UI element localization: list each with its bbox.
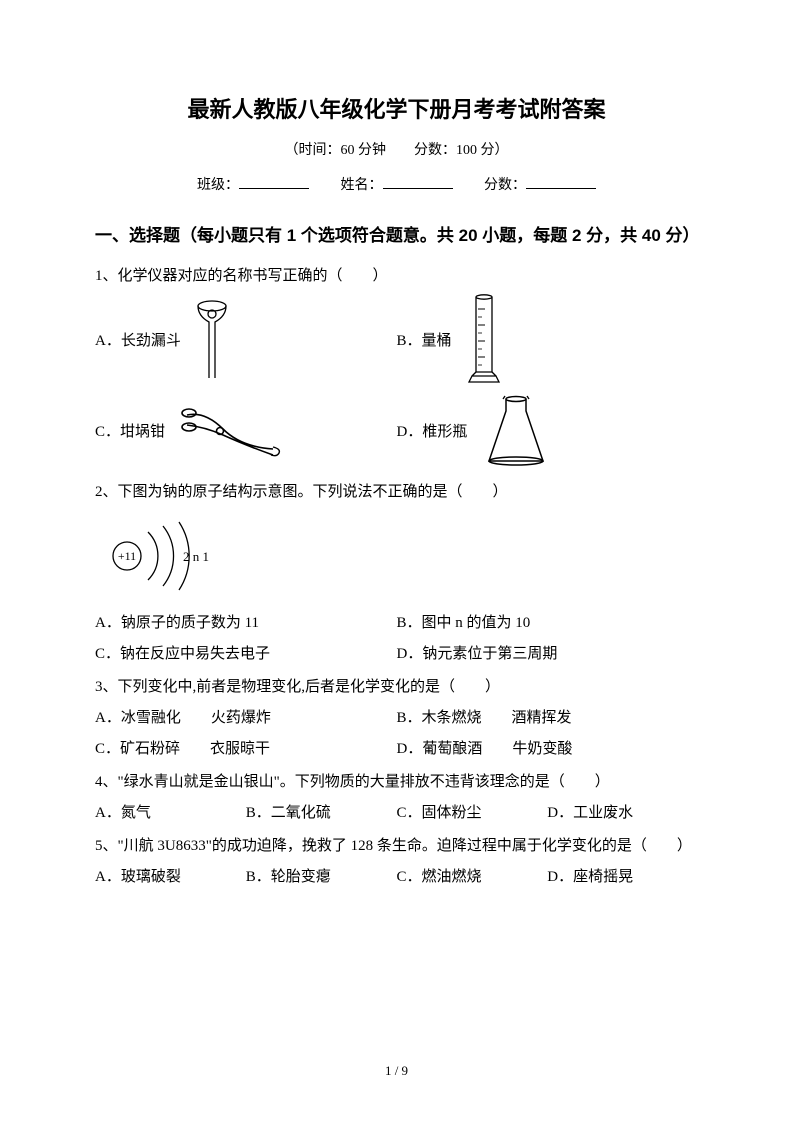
q4-option-b: B．二氧化硫 — [246, 805, 331, 821]
q1-option-c: C．坩埚钳 — [95, 419, 165, 446]
q4-option-a: A．氮气 — [95, 805, 151, 821]
section-1-heading: 一、选择题（每小题只有 1 个选项符合题意。共 20 小题，每题 2 分，共 4… — [95, 216, 698, 257]
q1-option-a: A．长劲漏斗 — [95, 328, 181, 355]
score-blank — [526, 175, 596, 189]
question-3: 3、下列变化中,前者是物理变化,后者是化学变化的是（ ） A．冰雪融化 火药爆炸… — [95, 674, 698, 763]
page-title: 最新人教版八年级化学下册月考考试附答案 — [95, 90, 698, 130]
atom-center-text: +11 — [118, 549, 136, 563]
q2-option-a: A．钠原子的质子数为 11 — [95, 610, 259, 637]
q3-option-b: B．木条燃烧 酒精挥发 — [397, 705, 572, 732]
q3-option-a: A．冰雪融化 火药爆炸 — [95, 705, 271, 732]
q5-option-a: A．玻璃破裂 — [95, 869, 181, 885]
question-1: 1、化学仪器对应的名称书写正确的（ ） A．长劲漏斗 B．量桶 — [95, 263, 698, 473]
q4-option-c: C．固体粉尘 — [397, 805, 482, 821]
q1-text: 1、化学仪器对应的名称书写正确的（ ） — [95, 263, 698, 290]
question-2: 2、下图为钠的原子结构示意图。下列说法不正确的是（ ） +11 2 n 1 A．… — [95, 479, 698, 668]
funnel-icon — [187, 296, 237, 386]
q4-text: 4、"绿水青山就是金山银山"。下列物质的大量排放不违背该理念的是（ ） — [95, 769, 698, 796]
q2-text: 2、下图为钠的原子结构示意图。下列说法不正确的是（ ） — [95, 479, 698, 506]
q5-option-d: D．座椅摇晃 — [547, 869, 633, 885]
question-5: 5、"川航 3U8633"的成功迫降，挽救了 128 条生命。迫降过程中属于化学… — [95, 833, 698, 891]
question-4: 4、"绿水青山就是金山银山"。下列物质的大量排放不违背该理念的是（ ） A．氮气… — [95, 769, 698, 827]
q2-option-b: B．图中 n 的值为 10 — [397, 610, 531, 637]
q5-text: 5、"川航 3U8633"的成功迫降，挽救了 128 条生命。迫降过程中属于化学… — [95, 833, 698, 860]
info-row: 班级： 姓名： 分数： — [95, 173, 698, 198]
tongs-icon — [175, 403, 285, 463]
class-label: 班级： — [197, 178, 239, 193]
q5-option-c: C．燃油燃烧 — [397, 869, 482, 885]
q3-option-d: D．葡萄酿酒 牛奶变酸 — [397, 736, 573, 763]
atom-diagram: +11 2 n 1 — [103, 516, 698, 596]
q2-option-c: C．钠在反应中易失去电子 — [95, 641, 270, 668]
flask-icon — [481, 393, 551, 473]
score-label: 分数： — [484, 178, 526, 193]
q5-option-b: B．轮胎变瘪 — [246, 869, 331, 885]
q2-option-d: D．钠元素位于第三周期 — [397, 641, 558, 668]
atom-shells-text: 2 n 1 — [183, 549, 209, 564]
q3-text: 3、下列变化中,前者是物理变化,后者是化学变化的是（ ） — [95, 674, 698, 701]
subtitle: （时间：60 分钟 分数：100 分） — [95, 138, 698, 163]
cylinder-icon — [466, 294, 502, 389]
name-label: 姓名： — [341, 178, 383, 193]
q3-option-c: C．矿石粉碎 衣服晾干 — [95, 736, 270, 763]
class-blank — [239, 175, 309, 189]
name-blank — [383, 175, 453, 189]
page-number: 1 / 9 — [0, 1059, 793, 1082]
q4-option-d: D．工业废水 — [547, 805, 633, 821]
q1-option-b: B．量桶 — [397, 328, 452, 355]
q1-option-d: D．椎形瓶 — [397, 419, 468, 446]
